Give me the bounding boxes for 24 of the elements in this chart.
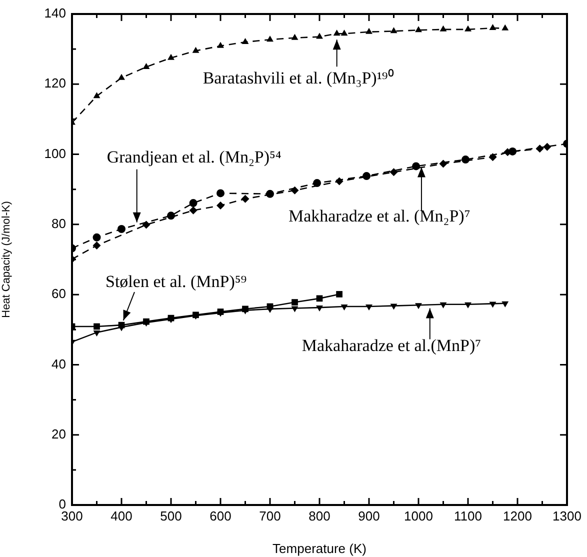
annotation: Stølen et al. (MnP)⁵⁹ — [106, 272, 247, 292]
y-tick-label: 100 — [44, 146, 66, 161]
annotation: Makharadze et al. (Mn₂P)⁷ — [288, 206, 470, 226]
y-axis-title: Heat Capacity (J/mol-K) — [0, 201, 13, 318]
x-tick-label: 1300 — [552, 508, 582, 524]
annotation: Makaharadze et al.(MnP)⁷ — [302, 336, 482, 356]
x-axis-title: Temperature (K) — [272, 540, 366, 556]
x-tick-label: 1000 — [404, 508, 433, 524]
x-tick-label: 1200 — [503, 508, 532, 524]
x-tick-label: 500 — [160, 508, 182, 524]
annotation: Grandjean et al. (Mn₂P)⁵⁴ — [106, 147, 282, 166]
y-tick-label: 40 — [52, 356, 66, 372]
x-tick-label: 600 — [210, 508, 232, 524]
x-tick-label: 900 — [358, 508, 380, 524]
x-tick-label: 1100 — [454, 508, 482, 524]
x-tick-label: 700 — [259, 508, 281, 524]
y-tick-label: 20 — [52, 426, 66, 442]
y-tick-label: 120 — [44, 76, 66, 91]
annotation: Baratashvili et al. (Mn₃P)¹⁹⁰ — [202, 68, 394, 88]
x-tick-label: 400 — [110, 508, 132, 524]
x-tick-label: 800 — [308, 508, 330, 524]
y-tick-label: 140 — [44, 6, 66, 21]
y-tick-label: 60 — [52, 286, 66, 302]
y-tick-label: 80 — [52, 216, 66, 232]
